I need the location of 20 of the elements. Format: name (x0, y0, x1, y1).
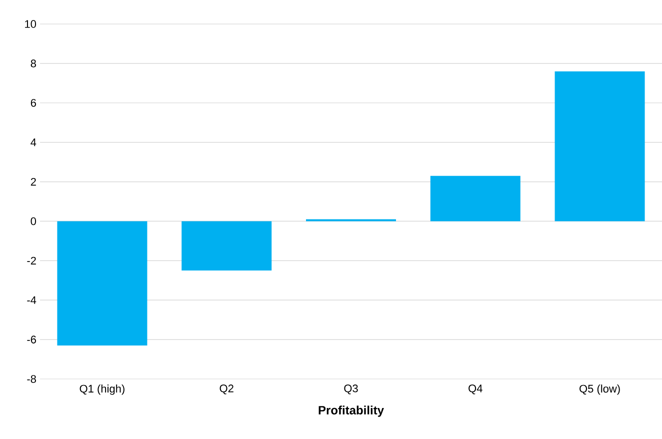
y-tick-label: -2 (27, 256, 36, 264)
bar (554, 71, 645, 222)
bar (57, 221, 148, 346)
y-tick-label: 2 (30, 178, 36, 186)
y-tick-label: 4 (30, 138, 36, 146)
x-tick-label: Q3 (344, 384, 358, 394)
bar (182, 221, 272, 271)
x-tick-label: Q4 (468, 384, 482, 394)
bar (430, 176, 520, 222)
y-tick-label: -8 (27, 375, 36, 383)
x-axis-title: Profitability (318, 406, 384, 417)
y-tick-label: -6 (27, 336, 36, 344)
y-tick-label: 0 (30, 217, 36, 226)
x-tick-label: Q2 (220, 384, 234, 394)
x-tick-label: Q1 (high) (80, 384, 124, 395)
y-tick-label: -4 (27, 296, 36, 304)
y-tick-label: 6 (30, 99, 36, 107)
x-tick-label: Q5 (low) (580, 384, 620, 395)
y-tick-label: 10 (25, 20, 36, 28)
y-tick-label: 8 (30, 60, 36, 68)
